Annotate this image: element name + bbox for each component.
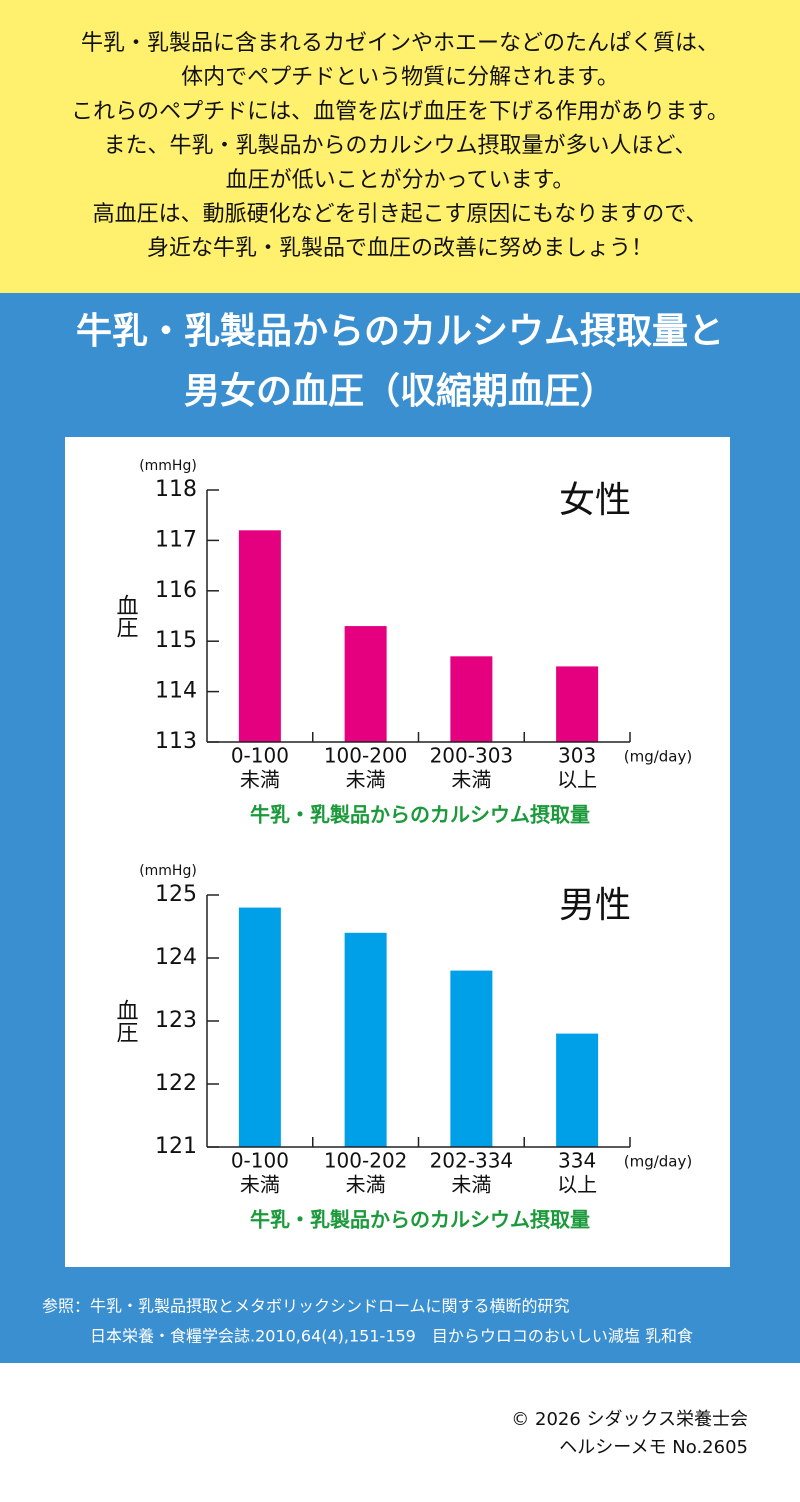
x-tick-label: 未満 [240, 1173, 280, 1197]
y-tick-label: 114 [155, 679, 197, 704]
x-unit: (mg/day) [624, 1153, 692, 1171]
chart-label: 女性 [559, 480, 631, 521]
footer: © 2026 シダックス栄養士会 [511, 1409, 748, 1430]
bar [450, 656, 493, 742]
y-tick-label: 122 [155, 1071, 197, 1096]
x-tick-label: 未満 [451, 768, 491, 792]
intro-band [0, 0, 800, 293]
bar [450, 970, 493, 1147]
intro-line: また、牛乳・乳製品からのカルシウム摂取量が多い人ほど、 [104, 134, 697, 159]
intro-line: 血圧が低いことが分かっています。 [226, 168, 575, 193]
y-label: 血圧 [113, 594, 139, 638]
chart-label: 男性 [559, 885, 631, 926]
x-tick-label: 100-202 [324, 1149, 408, 1173]
chart-panel [65, 437, 730, 1267]
intro-line: 高血圧は、動脈硬化などを引き起こす原因にもなりますので、 [93, 202, 708, 227]
y-tick-label: 117 [155, 527, 197, 552]
y-tick-label: 118 [155, 477, 197, 502]
x-tick-label: 200-303 [430, 744, 514, 768]
bar [238, 530, 281, 742]
bar [344, 626, 387, 742]
x-tick-label: 202-334 [430, 1149, 514, 1173]
x-tick-label: 303 [558, 744, 596, 768]
x-tick-label: 未満 [451, 1173, 491, 1197]
section-title: 男女の血圧（収縮期血圧） [184, 371, 616, 412]
bar [556, 666, 599, 742]
bar [344, 932, 387, 1147]
x-tick-label: 以上 [557, 1173, 597, 1197]
intro-line: 牛乳・乳製品に含まれるカゼインやホエーなどのたんぱく質は、 [81, 31, 719, 56]
y-tick-label: 121 [155, 1134, 197, 1159]
y-unit: (mmHg) [139, 458, 197, 474]
intro-line: 身近な牛乳・乳製品で血圧の改善に努めましょう！ [147, 236, 653, 261]
x-tick-label: 0-100 [231, 744, 289, 768]
y-tick-label: 124 [155, 945, 197, 970]
x-tick-label: 未満 [346, 1173, 386, 1197]
x-tick-label: 以上 [557, 768, 597, 792]
y-tick-label: 116 [155, 578, 197, 603]
intro-line: これらのペプチドには、血管を広げ血圧を下げる作用があります。 [71, 99, 729, 124]
y-tick-label: 123 [155, 1008, 197, 1033]
x-tick-label: 100-200 [324, 744, 408, 768]
bar [556, 1033, 599, 1147]
y-tick-label: 115 [155, 628, 197, 653]
x-label: 牛乳・乳製品からのカルシウム摂取量 [250, 803, 590, 827]
y-tick-label: 113 [155, 729, 197, 754]
x-label: 牛乳・乳製品からのカルシウム摂取量 [250, 1208, 590, 1232]
reference: 参照：牛乳・乳製品摂取とメタボリックシンドロームに関する横断的研究 [42, 1297, 570, 1316]
bar [238, 907, 281, 1147]
y-label: 血圧 [113, 999, 139, 1043]
x-unit: (mg/day) [624, 748, 692, 766]
x-tick-label: 334 [558, 1149, 596, 1173]
y-unit: (mmHg) [139, 863, 197, 879]
intro-line: 体内でペプチドという物質に分解されます。 [181, 65, 619, 90]
reference: 日本栄養・食糧学会誌.2010,64(4),151-159 目からウロコのおいし… [90, 1327, 693, 1346]
footer: ヘルシーメモ No.2605 [559, 1437, 748, 1458]
y-tick-label: 125 [155, 882, 197, 907]
x-tick-label: 未満 [240, 768, 280, 792]
x-tick-label: 0-100 [231, 1149, 289, 1173]
x-tick-label: 未満 [346, 768, 386, 792]
section-title: 牛乳・乳製品からのカルシウム摂取量と [76, 311, 724, 352]
